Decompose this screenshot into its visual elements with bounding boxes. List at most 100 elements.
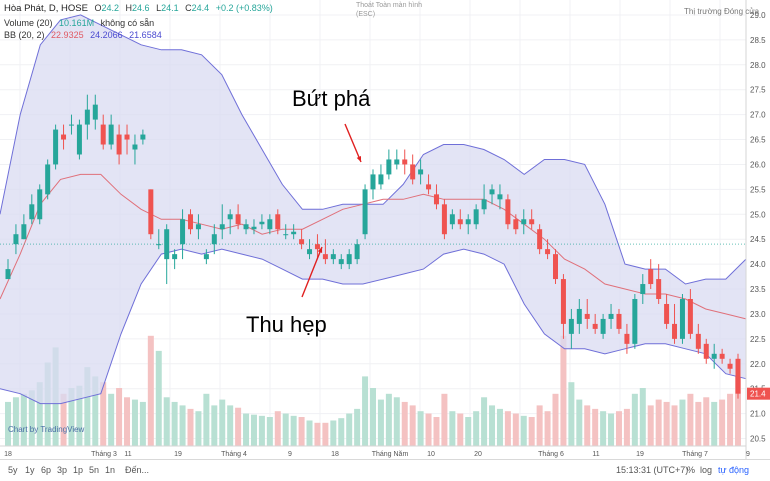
volume-bar xyxy=(139,401,146,446)
change-value: +0.2 (+0.83%) xyxy=(215,3,273,13)
timeframe-1y[interactable]: 1y xyxy=(25,465,35,475)
timeframe-5y[interactable]: 5y xyxy=(8,465,18,475)
x-tick-label: Tháng 7 xyxy=(682,451,708,458)
candle-body xyxy=(235,214,241,225)
auto-scale-toggle[interactable]: tự động xyxy=(718,465,750,475)
volume-bar xyxy=(100,382,107,446)
candle-body xyxy=(314,244,320,250)
percent-toggle[interactable]: % xyxy=(687,465,696,475)
volume-bar xyxy=(258,415,265,446)
timeframe-1n[interactable]: 1n xyxy=(105,465,116,475)
volume-bar xyxy=(727,393,734,446)
candle-body xyxy=(441,204,447,235)
volume-bar xyxy=(131,399,138,446)
candle-body xyxy=(76,124,82,155)
volume-bar xyxy=(441,393,448,446)
candle-body xyxy=(505,199,511,225)
fullscreen-exit-hint: Thoát Toàn màn hình (ESC) xyxy=(356,1,422,19)
volume-note: không có sẵn xyxy=(100,18,155,28)
candle-body xyxy=(68,124,74,126)
candle-body xyxy=(449,214,455,225)
breakout-arrow xyxy=(344,123,362,163)
volume-bar xyxy=(385,393,392,446)
volume-bar xyxy=(84,367,91,446)
volume-bar xyxy=(314,422,321,446)
candle-body xyxy=(703,343,709,359)
candle-body xyxy=(267,219,273,230)
timeframe-6p[interactable]: 6p xyxy=(41,465,52,475)
bollinger-upper-band xyxy=(0,14,747,285)
volume-bar xyxy=(195,411,202,446)
timeframe-5n[interactable]: 5n xyxy=(89,465,100,475)
volume-bar xyxy=(179,405,186,446)
candle-body xyxy=(560,279,566,324)
fullscreen-hint-line: Thoát Toàn màn hình xyxy=(356,2,423,9)
candle-body xyxy=(100,124,106,145)
volume-bar xyxy=(44,362,51,446)
candle-body xyxy=(259,221,265,225)
x-tick-label: Tháng 6 xyxy=(538,451,564,458)
goto-date-button[interactable]: Đến... xyxy=(125,465,150,475)
candle-body xyxy=(283,234,289,236)
volume-bar xyxy=(28,390,35,446)
volume-bar xyxy=(608,413,615,446)
open-label: O xyxy=(94,3,102,13)
timeframe-3p[interactable]: 3p xyxy=(57,465,68,475)
candle-body xyxy=(354,244,360,260)
bollinger-basis xyxy=(0,173,747,320)
candle-body xyxy=(394,159,400,165)
candle-body xyxy=(640,284,646,295)
candle-body xyxy=(553,254,558,280)
y-tick-label: 28.5 xyxy=(750,36,766,45)
candle-body xyxy=(727,363,733,369)
volume-bar xyxy=(322,422,329,446)
squeeze-arrow xyxy=(301,246,323,298)
candle-body xyxy=(164,229,170,260)
y-tick-label: 29.0 xyxy=(750,11,766,20)
candle-body xyxy=(529,219,535,225)
close-label: C xyxy=(185,3,192,13)
volume-bar xyxy=(449,411,456,446)
bb-legend: BB (20, 2) 22.9325 24.2066 21.6584 xyxy=(4,30,166,40)
last-price-marker xyxy=(747,387,770,400)
volume-bar xyxy=(171,401,178,446)
candle-body xyxy=(203,254,209,260)
log-toggle[interactable]: log xyxy=(700,465,713,475)
volume-bar xyxy=(274,411,281,446)
volume-bar xyxy=(108,393,115,446)
volume-bar xyxy=(433,417,440,446)
y-tick-label: 24.5 xyxy=(750,235,766,244)
candle-body xyxy=(672,323,678,339)
volume-bar xyxy=(163,397,170,446)
candle-body xyxy=(188,214,193,230)
candle-body xyxy=(600,318,606,334)
candle-body xyxy=(13,234,19,245)
y-tick-label: 21.0 xyxy=(750,410,766,419)
bottom-toolbar: 5y 1y 6p 3p 1p 5n 1n Đến... 15:13:31 (UT… xyxy=(0,459,770,481)
bollinger-fill xyxy=(0,14,746,404)
volume-bar xyxy=(735,376,741,446)
candle-body xyxy=(402,159,408,165)
volume-bar xyxy=(68,388,75,446)
candle-body xyxy=(687,298,693,334)
volume-bar xyxy=(679,399,686,446)
candle-body xyxy=(243,224,249,230)
volume-bar xyxy=(552,393,559,446)
volume-bar xyxy=(203,393,210,446)
squeeze-annotation: Thu hẹp xyxy=(246,312,327,337)
volume-bar xyxy=(473,411,480,446)
symbol-legend: Hòa Phát, D, HOSE O24.2 H24.6 L24.1 C24.… xyxy=(4,3,277,14)
candle-body xyxy=(362,189,368,235)
volume-bar xyxy=(76,385,83,446)
volume-bar xyxy=(504,411,511,446)
candle-body xyxy=(5,269,11,280)
volume-bar xyxy=(36,382,43,446)
timeframe-1p[interactable]: 1p xyxy=(73,465,84,475)
y-tick-label: 26.0 xyxy=(750,160,766,169)
volume-bar xyxy=(592,408,599,446)
volume-bar xyxy=(60,393,67,446)
x-tick-label: 19 xyxy=(174,451,182,458)
volume-bar xyxy=(306,420,313,446)
candle-body xyxy=(251,226,257,230)
